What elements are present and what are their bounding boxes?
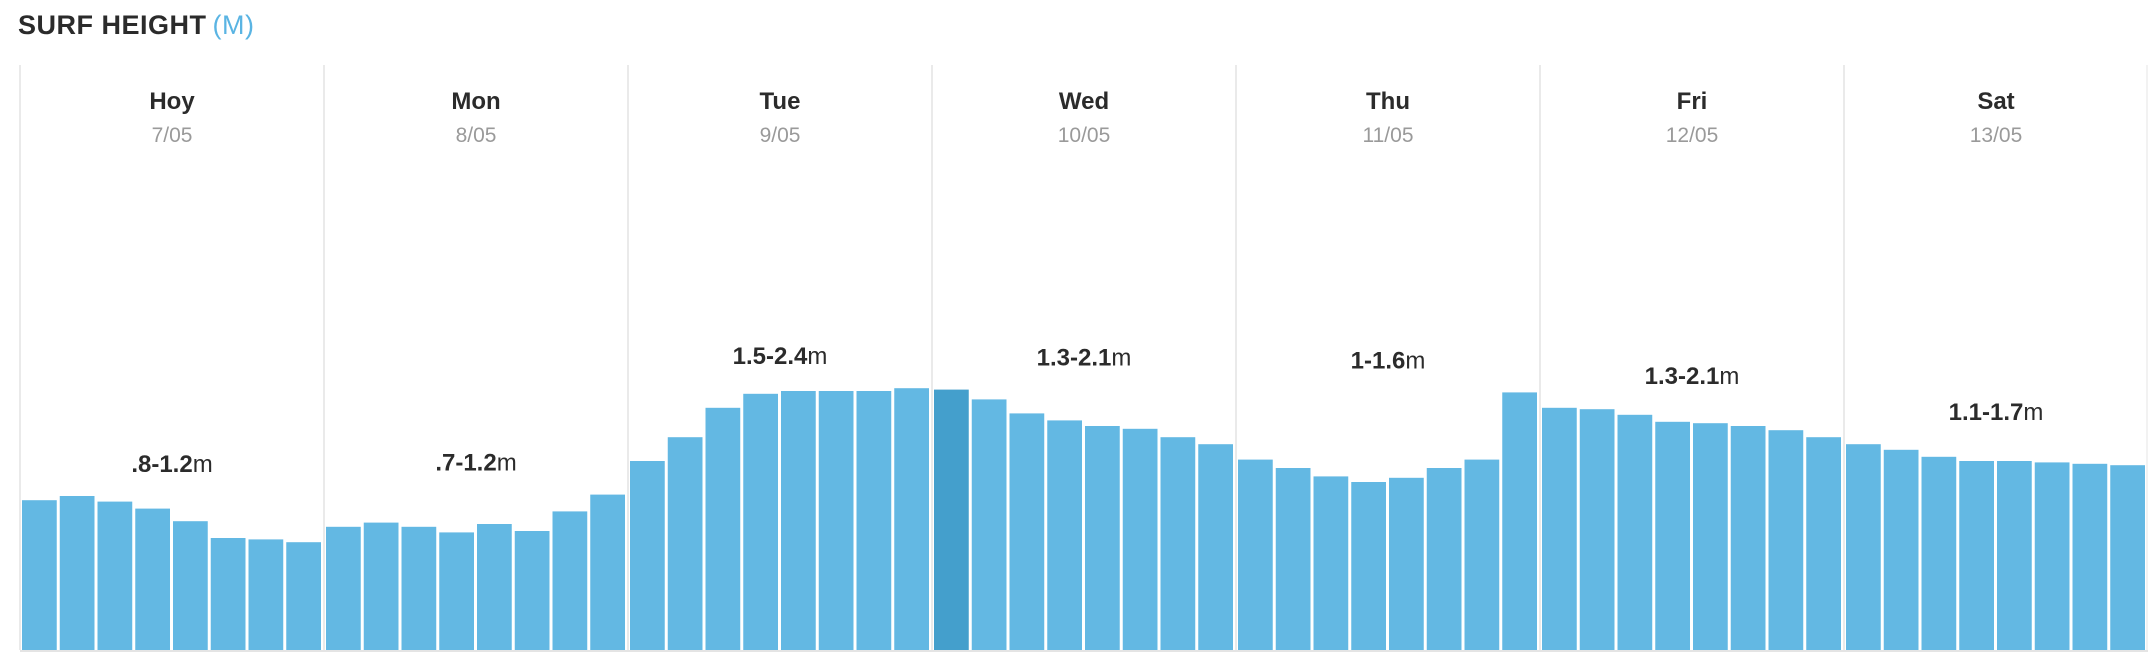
bar[interactable] — [630, 461, 665, 650]
bar[interactable] — [1806, 437, 1841, 650]
day-range-label: .8-1.2m — [131, 451, 212, 478]
bar[interactable] — [856, 391, 892, 650]
bar[interactable] — [1009, 413, 1045, 650]
day-date-label: 9/05 — [760, 124, 801, 147]
bar[interactable] — [326, 526, 361, 650]
day-date-label: 12/05 — [1666, 124, 1719, 147]
bar[interactable] — [894, 388, 929, 650]
bar[interactable] — [1921, 456, 1957, 650]
bar[interactable] — [1730, 426, 1766, 650]
bar-current[interactable] — [934, 389, 969, 650]
bar[interactable] — [1579, 409, 1615, 650]
day-name-label: Mon — [451, 88, 500, 115]
bar[interactable] — [818, 391, 854, 650]
bar[interactable] — [1768, 430, 1804, 650]
bar[interactable] — [705, 407, 741, 650]
chart-unit: (M) — [212, 10, 255, 40]
bar[interactable] — [1693, 423, 1728, 650]
bar[interactable] — [1122, 428, 1158, 650]
bar[interactable] — [2072, 463, 2108, 650]
day-date-label: 11/05 — [1363, 124, 1414, 147]
bar[interactable] — [1502, 392, 1537, 650]
bar[interactable] — [135, 508, 170, 650]
day-range-label: 1-1.6m — [1351, 347, 1426, 374]
bar[interactable] — [401, 526, 437, 650]
day-name-label: Hoy — [149, 88, 195, 115]
bar[interactable] — [552, 511, 588, 650]
day-date-label: 8/05 — [456, 124, 497, 147]
bar[interactable] — [743, 393, 778, 650]
bar[interactable] — [1959, 461, 1994, 650]
day-range-label: 1.3-2.1m — [1037, 345, 1132, 372]
bar[interactable] — [1389, 477, 1424, 650]
bar[interactable] — [971, 399, 1007, 650]
bar[interactable] — [1997, 461, 2032, 650]
bar[interactable] — [1085, 426, 1120, 650]
bar[interactable] — [477, 524, 512, 650]
bar[interactable] — [439, 532, 474, 650]
bar[interactable] — [363, 522, 399, 650]
bar[interactable] — [514, 531, 550, 650]
bar[interactable] — [667, 437, 703, 650]
day-name-label: Thu — [1366, 88, 1410, 115]
bar[interactable] — [97, 501, 133, 650]
bar[interactable] — [286, 542, 321, 650]
bar[interactable] — [210, 538, 246, 650]
bar[interactable] — [781, 391, 816, 650]
day-name-label: Sat — [1977, 88, 2014, 115]
bar[interactable] — [1883, 449, 1919, 650]
day-name-label: Tue — [760, 88, 801, 115]
bar[interactable] — [1655, 421, 1690, 650]
bar[interactable] — [1846, 444, 1881, 650]
bar[interactable] — [2034, 462, 2070, 650]
day-range-label: 1.3-2.1m — [1645, 363, 1740, 390]
bar[interactable] — [248, 539, 284, 650]
bar[interactable] — [1426, 468, 1462, 650]
bar[interactable] — [1160, 437, 1196, 650]
day-date-label: 7/05 — [152, 124, 193, 147]
bar[interactable] — [1351, 482, 1386, 650]
bar[interactable] — [1542, 407, 1577, 650]
chart-title: SURF HEIGHT (M) — [18, 10, 255, 41]
bar[interactable] — [2110, 465, 2145, 650]
day-range-label: .7-1.2m — [435, 450, 516, 477]
bar[interactable] — [590, 494, 625, 650]
bar[interactable] — [1198, 444, 1233, 650]
bar[interactable] — [1617, 414, 1653, 650]
day-date-label: 10/05 — [1058, 124, 1111, 147]
bar[interactable] — [59, 496, 95, 650]
bar[interactable] — [1238, 459, 1273, 650]
bar[interactable] — [173, 521, 208, 650]
bar[interactable] — [22, 500, 57, 650]
day-name-label: Fri — [1677, 88, 1708, 115]
day-date-label: 13/05 — [1970, 124, 2023, 147]
bar[interactable] — [1313, 476, 1349, 650]
bar[interactable] — [1464, 459, 1500, 650]
day-name-label: Wed — [1059, 88, 1109, 115]
day-range-label: 1.1-1.7m — [1949, 399, 2044, 426]
bar[interactable] — [1275, 468, 1311, 650]
bar[interactable] — [1047, 420, 1082, 650]
chart-title-text: SURF HEIGHT — [18, 10, 207, 40]
day-range-label: 1.5-2.4m — [733, 343, 828, 370]
